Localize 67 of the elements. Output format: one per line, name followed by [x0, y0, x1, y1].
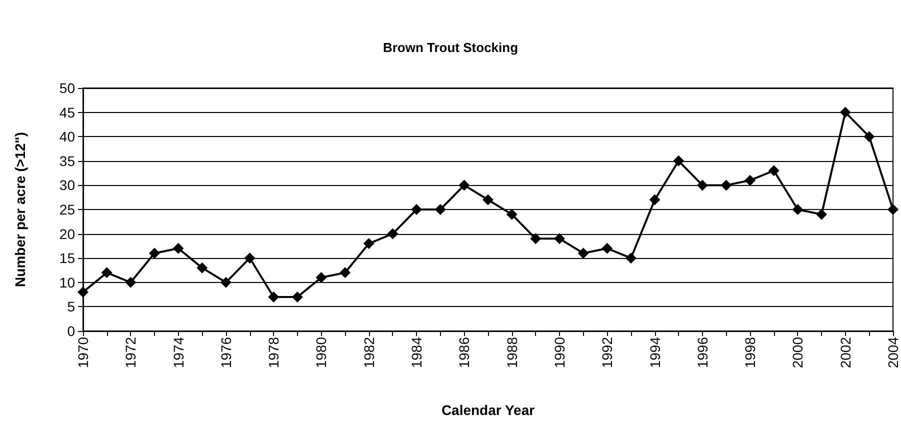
point	[578, 248, 589, 259]
point	[840, 106, 851, 118]
y-tick-label: 20	[59, 226, 76, 242]
point	[148, 248, 160, 259]
x-axis-title: Calendar Year	[441, 402, 536, 418]
x-tick-label: 1998	[742, 336, 758, 368]
point	[268, 291, 280, 302]
y-tick-label: 0	[67, 323, 76, 339]
x-tick-label: 1970	[75, 336, 91, 368]
y-tick-label: 5	[67, 298, 76, 315]
y-tick-label: 25	[59, 202, 76, 218]
y-tick-label: 40	[59, 128, 76, 145]
x-tick-label: 1976	[218, 336, 234, 368]
point	[292, 291, 303, 302]
point	[530, 233, 542, 244]
point	[696, 180, 708, 191]
point	[340, 267, 351, 278]
point	[888, 204, 898, 215]
x-tick-label: 1978	[266, 336, 282, 368]
x-tick-label: 2000	[790, 336, 806, 368]
point	[458, 180, 470, 191]
point	[244, 252, 256, 264]
point	[792, 204, 804, 215]
point	[673, 155, 684, 166]
point	[363, 238, 374, 250]
point	[625, 252, 636, 264]
y-axis-title: Number per acre (>12")	[12, 132, 28, 287]
point	[78, 286, 88, 298]
point	[649, 194, 660, 206]
point	[220, 276, 232, 288]
x-tick-label: 1982	[360, 336, 377, 368]
y-tick-label: 10	[59, 274, 76, 290]
point	[554, 233, 565, 244]
point	[602, 242, 613, 254]
y-tick-label: 15	[59, 250, 76, 266]
point	[864, 131, 875, 142]
x-tick-label: 2002	[837, 336, 854, 368]
x-tick-label: 1984	[408, 336, 425, 368]
y-tick-label: 50	[59, 80, 76, 96]
point	[172, 242, 184, 254]
x-tick-label: 1972	[122, 336, 139, 368]
x-tick-label: 1994	[646, 336, 663, 368]
point	[196, 262, 208, 274]
point	[387, 228, 398, 240]
chart-title: Brown Trout Stocking	[382, 40, 518, 55]
x-tick-label: 1992	[599, 336, 616, 368]
point	[816, 208, 828, 220]
point	[744, 174, 756, 186]
y-tick-label: 35	[59, 152, 76, 169]
y-tick-label: 30	[59, 177, 76, 194]
x-tick-label: 1974	[170, 336, 186, 368]
x-tick-label: 1988	[504, 336, 520, 368]
point	[720, 180, 732, 191]
point	[411, 204, 422, 215]
x-tick-label: 1996	[694, 336, 710, 368]
point	[101, 267, 112, 278]
point	[768, 165, 780, 176]
y-tick-label: 45	[59, 104, 76, 120]
x-tick-label: 1986	[456, 336, 472, 368]
x-tick-label: 1990	[551, 336, 568, 368]
x-tick-label: 2004	[885, 336, 901, 368]
point	[434, 204, 446, 215]
point	[316, 272, 327, 284]
x-tick-label: 1980	[313, 336, 330, 368]
point	[125, 276, 136, 288]
point	[506, 208, 518, 220]
point	[482, 194, 494, 206]
